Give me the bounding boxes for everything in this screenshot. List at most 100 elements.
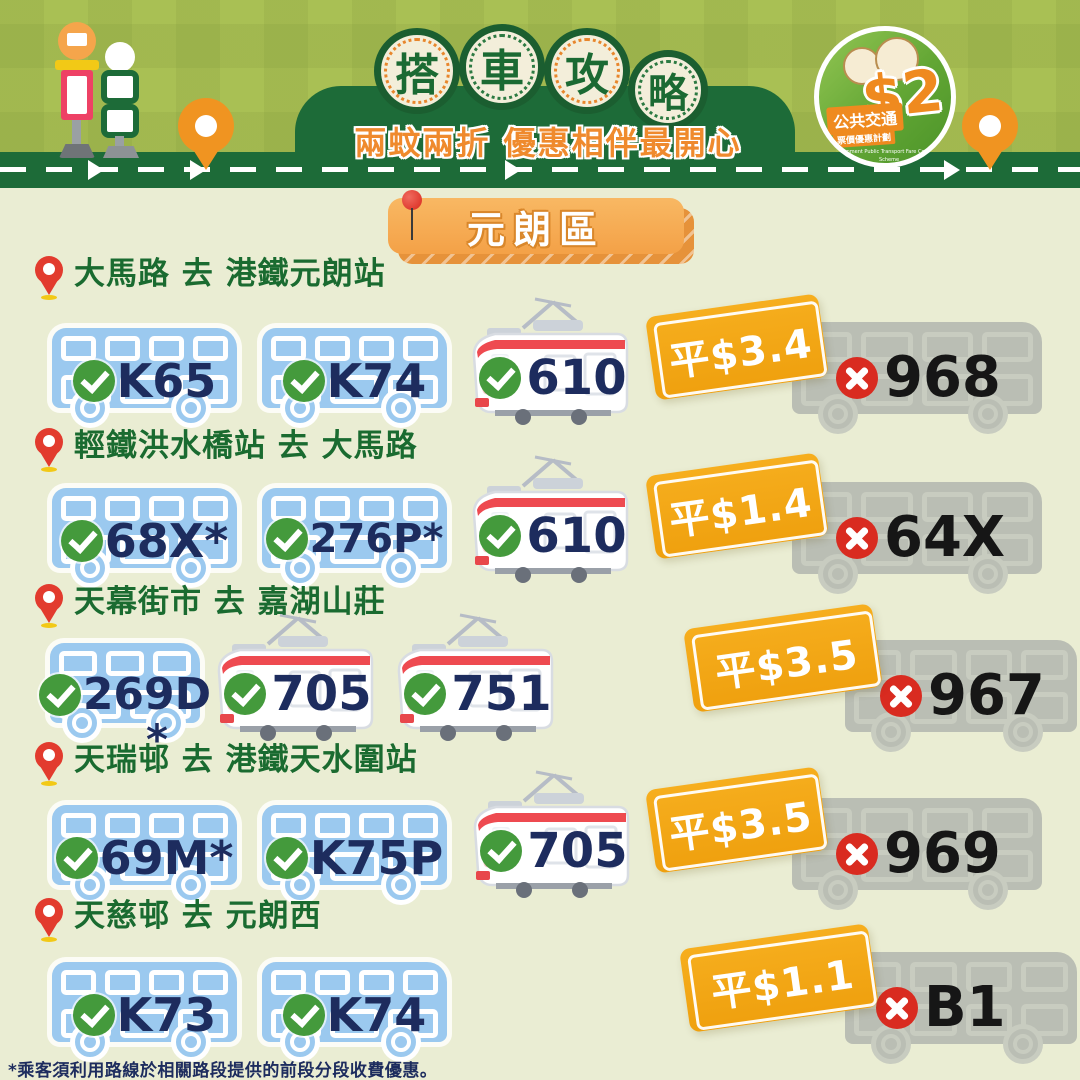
red-map-pin-icon [34, 898, 64, 944]
route-number: 705 [527, 823, 628, 879]
bus-illustration: K65 [52, 328, 237, 428]
route-number: K74 [326, 988, 427, 1042]
route-section-header: 天瑞邨 去 港鐵天水圍站 [34, 742, 418, 788]
route-number: 751 [451, 666, 552, 722]
check-icon [282, 994, 325, 1036]
avoid-route: 64X [836, 510, 1005, 566]
grey-bus-illustration [792, 798, 1042, 910]
footnote-asterisk: * [146, 715, 168, 764]
route-number: 276P* [309, 516, 444, 562]
cross-icon [836, 357, 878, 399]
check-icon [282, 360, 325, 402]
grey-bus-illustration [792, 322, 1042, 434]
grey-bus-illustration [845, 640, 1077, 752]
title-char: 搭 [395, 50, 439, 101]
route-title: 大馬路 去 港鐵元朗站 [74, 256, 386, 292]
bus-illustration: 276P* [262, 488, 447, 588]
title-char: 車 [480, 46, 524, 97]
stop-sign2-base [103, 146, 139, 158]
route-title: 天慈邨 去 元朗西 [74, 898, 322, 934]
route-number: 68X* [104, 514, 229, 568]
red-map-pin-icon [34, 428, 64, 474]
title-banner [295, 86, 795, 156]
stop-sign-band [55, 60, 99, 70]
title-circle: 車 [459, 24, 545, 110]
bus-illustration: K73 [52, 962, 237, 1062]
stop-sign2-pole [115, 136, 124, 150]
district-badge-label: 元朗區 [388, 198, 684, 254]
district-badge: 元朗區 [388, 190, 694, 268]
stop-sign-head [58, 22, 96, 60]
orange-map-pin-icon [178, 98, 234, 172]
red-map-pin-icon [34, 742, 64, 788]
check-icon [55, 837, 98, 879]
check-icon [72, 994, 115, 1036]
elderly-face-icon [875, 37, 919, 81]
check-icon [404, 673, 447, 715]
check-icon [60, 520, 103, 562]
scheme-english-text: Government Public Transport Fare Concess… [831, 149, 947, 168]
title-char: 略 [648, 71, 688, 117]
avoid-route: 969 [836, 826, 1001, 882]
light-rail-illustration: 610 [465, 450, 633, 586]
route-number: 610 [526, 508, 627, 564]
road-arrow-icon [505, 160, 521, 180]
two-dollar-scheme-logo: $2 公共交通 票價優惠計劃 Government Public Transpo… [814, 26, 956, 168]
bus-illustration: 69M* [52, 805, 237, 905]
road-arrow-icon [944, 160, 960, 180]
cross-icon [880, 675, 922, 717]
check-icon [480, 830, 523, 872]
avoid-route: 967 [880, 668, 1045, 724]
route-number: K75P [309, 831, 444, 885]
avoid-route: B1 [876, 980, 1006, 1036]
route-number: B1 [924, 975, 1006, 1040]
scheme-line2: 票價優惠計劃 [832, 128, 896, 149]
route-section-header: 大馬路 去 港鐵元朗站 [34, 256, 386, 302]
bus-illustration: K75P [262, 805, 447, 905]
bus-illustration: 68X* [52, 488, 237, 588]
route-number: 69M* [99, 831, 234, 885]
road-arrow-icon [88, 160, 104, 180]
check-icon [479, 515, 522, 557]
route-number: 64X [884, 505, 1006, 570]
bus-stop-illustration [0, 0, 180, 170]
cross-icon [836, 517, 878, 559]
orange-map-pin-icon [962, 98, 1018, 172]
footnote: *乘客須利用路線於相關路段提供的前段分段收費優惠。 [8, 1061, 438, 1080]
route-title: 天幕街市 去 嘉湖山莊 [74, 584, 386, 620]
title-circle: 搭 [374, 28, 460, 114]
red-map-pin-icon [34, 256, 64, 302]
stop-sign2-panel [101, 70, 139, 104]
route-number: K74 [326, 354, 427, 408]
route-number: 269D [82, 669, 212, 720]
bus-illustration: K74 [262, 962, 447, 1062]
check-icon [72, 360, 115, 402]
route-number: 969 [884, 821, 1001, 886]
light-rail-illustration: 705 [466, 765, 634, 901]
check-icon [265, 837, 308, 879]
title-circle: 略 [628, 50, 708, 130]
stop-sign-pole [72, 120, 81, 150]
route-number: 705 [271, 666, 372, 722]
route-number: 610 [526, 350, 627, 406]
red-map-pin-icon [34, 584, 64, 630]
route-number: K73 [116, 988, 217, 1042]
title-circle: 攻 [544, 28, 630, 114]
route-title: 天瑞邨 去 港鐵天水圍站 [74, 742, 418, 778]
title-char: 攻 [565, 50, 609, 101]
route-number: 967 [928, 663, 1045, 728]
check-icon [479, 357, 522, 399]
light-rail-illustration: 751 [390, 608, 558, 744]
grey-bus-illustration [792, 482, 1042, 594]
stop-sign2-head [105, 42, 135, 72]
cross-icon [836, 833, 878, 875]
light-rail-illustration: 705 [210, 608, 378, 744]
subtitle: 兩蚊兩折 優惠相伴最開心 [354, 124, 742, 162]
route-number: K65 [116, 354, 217, 408]
route-section-header: 天幕街市 去 嘉湖山莊 [34, 584, 386, 630]
route-section-header: 輕鐵洪水橋站 去 大馬路 [34, 428, 418, 474]
route-section-header: 天慈邨 去 元朗西 [34, 898, 322, 944]
bus-illustration: 269D * [38, 643, 211, 764]
check-icon [265, 518, 308, 560]
stop-sign2-panel [101, 104, 139, 138]
